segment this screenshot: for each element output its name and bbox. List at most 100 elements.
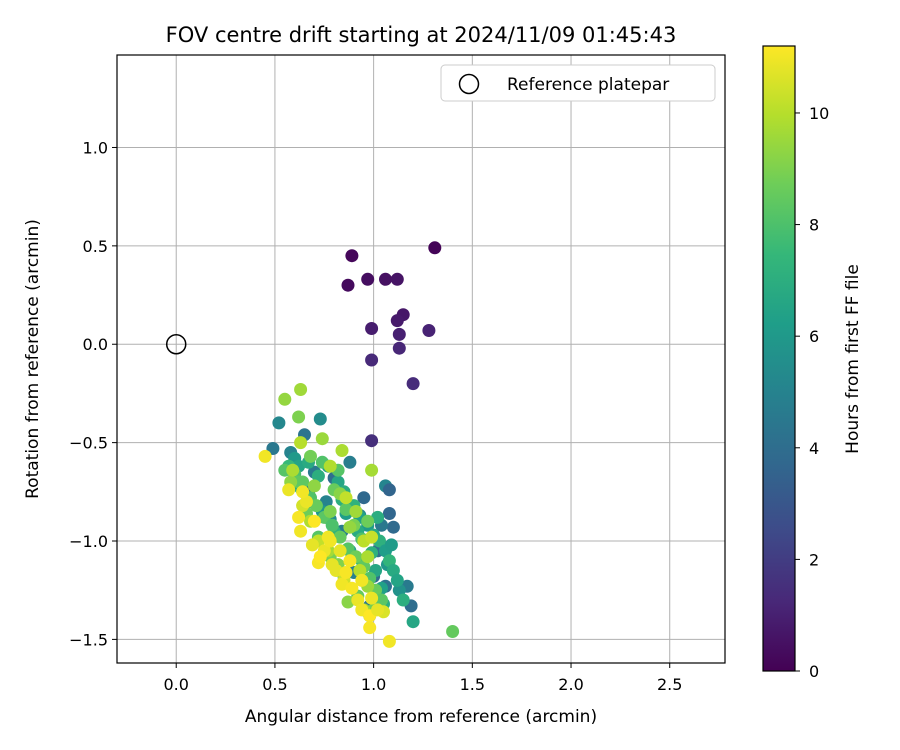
data-point [382,507,396,520]
data-point [292,410,306,424]
y-tick-label: 0.5 [83,237,108,256]
data-point [384,538,398,552]
data-point [307,479,321,493]
y-tick-label: 1.0 [83,138,108,157]
data-point [300,495,313,509]
data-point [396,593,410,607]
reference-platepar-marker [165,333,187,355]
data-point [325,558,339,572]
y-axis-ticks: 1.0 0.5 0.0 −0.5 −1.0 −1.5 [69,138,117,649]
data-point [390,314,404,328]
data-point [343,554,357,568]
colorbar-tick-label: 10 [809,104,829,123]
data-point [286,463,300,477]
data-point [339,566,353,579]
data-point [341,595,355,609]
data-point [386,564,400,577]
colorbar-tick-label: 6 [809,327,819,346]
colorbar [762,45,796,672]
colorbar-tick-label: 4 [809,439,819,458]
data-point [294,383,308,396]
data-point [305,538,319,552]
data-point [313,412,327,426]
legend: Reference platepar [440,64,716,102]
legend-box [440,64,716,102]
y-tick-label: −1.5 [69,630,108,649]
legend-label: Reference platepar [507,75,669,95]
data-point [392,327,406,341]
data-point [390,272,404,286]
y-tick-label: 0.0 [83,335,108,354]
colorbar-label: Hours from first FF file [843,264,863,454]
data-point [382,554,396,568]
data-point [341,278,355,292]
colorbar-tick-label: 8 [809,216,819,235]
colorbar-ticks: 0 2 4 6 8 10 [795,104,829,681]
data-point [309,499,323,513]
data-point [351,593,365,607]
data-point [406,377,420,391]
data-point [365,591,379,605]
data-point [361,550,375,564]
data-point [375,593,388,607]
x-tick-label: 1.5 [460,675,485,694]
data-point [335,444,349,457]
data-point [307,514,321,528]
colorbar-tick-label: 0 [809,662,819,681]
data-point [343,455,357,469]
data-point [335,577,349,591]
scatter-points [258,241,460,648]
data-point [365,434,379,448]
data-point [355,573,369,587]
data-point [363,621,377,635]
x-tick-label: 2.0 [558,675,583,694]
data-point [319,495,333,509]
data-point [371,510,385,524]
data-point [292,510,306,524]
data-point [365,353,379,367]
data-point [304,449,317,463]
data-point [392,583,406,597]
data-point [361,514,375,528]
data-point [371,603,385,617]
chart-title: FOV centre drift starting at 2024/11/09 … [166,23,677,47]
data-point [339,503,353,516]
data-point [382,634,396,648]
data-point [422,324,436,337]
data-point [282,483,296,497]
data-point [325,518,339,532]
data-point [386,520,400,534]
data-point [315,432,329,446]
data-point [323,534,337,548]
data-point [266,442,280,455]
x-axis-label: Angular distance from reference (arcmin) [245,707,597,727]
data-point [296,485,310,499]
data-point [333,530,347,544]
data-point [365,530,379,544]
data-point [258,449,272,463]
data-point [313,550,327,564]
data-point [333,544,347,558]
y-tick-label: −1.0 [69,532,108,551]
colorbar-tick-label: 2 [809,550,819,569]
data-point [361,272,375,286]
data-point [345,581,359,595]
data-point [311,469,325,483]
data-point [323,505,337,518]
data-point [294,524,308,538]
x-tick-label: 0.0 [163,675,188,694]
x-tick-label: 0.5 [262,675,287,694]
plot-frame [116,54,726,664]
x-tick-label: 1.0 [361,675,386,694]
data-point [272,416,286,430]
data-point [345,249,359,263]
data-point [406,615,420,629]
data-point [379,272,392,286]
grid-lines [117,55,725,663]
data-point [382,483,396,497]
x-tick-label: 2.5 [657,675,682,694]
data-point [343,520,357,534]
data-point [390,573,404,587]
x-axis-ticks: 0.0 0.5 1.0 1.5 2.0 2.5 [163,663,682,694]
